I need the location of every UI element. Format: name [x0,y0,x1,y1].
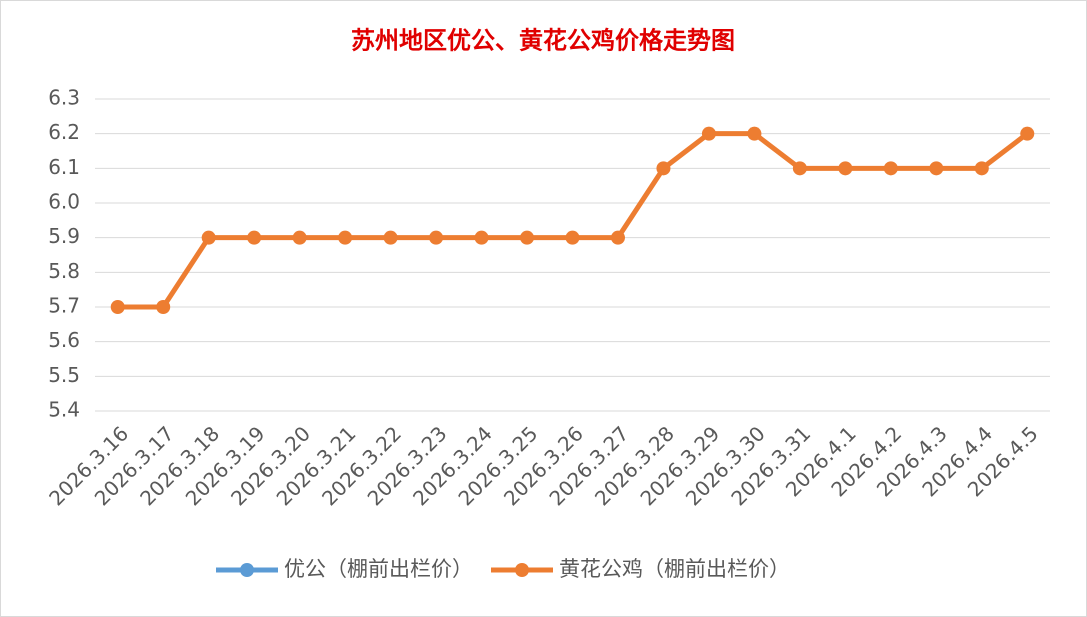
data-point [292,230,307,245]
data-point [1020,126,1035,141]
data-point [610,230,625,245]
legend-label: 黄花公鸡（棚前出栏价） [559,557,790,581]
legend-label: 优公（棚前出栏价） [284,557,473,581]
data-point [929,161,944,176]
data-point [520,230,535,245]
y-tick-label: 6.2 [48,120,80,144]
legend-marker [515,563,529,577]
y-tick-label: 5.6 [48,328,80,352]
y-tick-label: 6.0 [48,190,80,214]
y-tick-label: 6.1 [48,155,80,179]
y-tick-label: 5.5 [48,363,80,387]
data-point [429,230,444,245]
data-point [383,230,398,245]
data-point [474,230,489,245]
data-point [110,300,125,314]
data-point [247,230,262,245]
data-point [747,126,762,141]
y-tick-label: 5.7 [48,294,80,318]
y-tick-label: 5.4 [48,398,80,422]
data-point [656,161,671,176]
legend-marker [240,563,254,577]
data-point [883,161,898,176]
data-point [156,300,171,314]
y-tick-label: 5.8 [48,259,80,283]
data-point [201,230,216,245]
y-tick-label: 6.3 [48,86,80,110]
data-point [565,230,580,245]
data-point [974,161,989,176]
y-tick-label: 5.9 [48,224,80,248]
data-point [792,161,807,176]
data-point [701,126,716,141]
data-point [838,161,853,176]
data-point [338,230,353,245]
chart-title: 苏州地区优公、黄花公鸡价格走势图 [351,26,735,55]
